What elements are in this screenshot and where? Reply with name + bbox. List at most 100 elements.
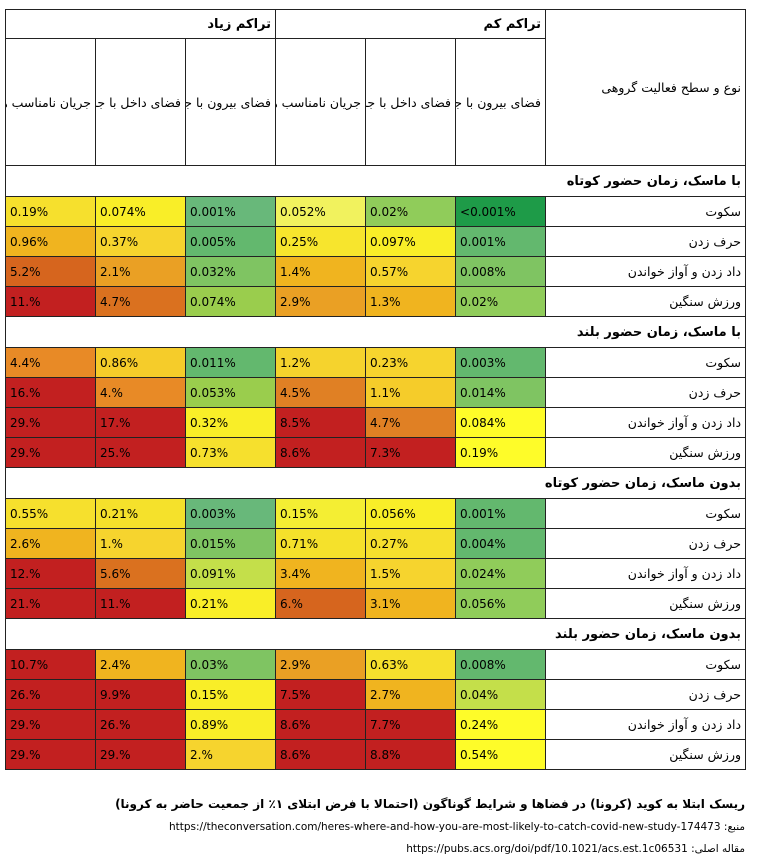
- risk-value-cell: 26.%: [4, 679, 97, 710]
- risk-value-cell: 29.%: [4, 437, 97, 468]
- activity-label: داد زدن و آواز خواندن: [545, 558, 747, 589]
- risk-value-cell: 10.7%: [4, 649, 97, 680]
- risk-value-cell: 7.7%: [365, 709, 457, 740]
- activity-label: داد زدن و آواز خواندن: [545, 407, 747, 438]
- table-row: سکوت 0.003% 0.23% 1.2% 0.011% 0.86% 4.4%: [4, 347, 747, 378]
- original-article-url[interactable]: https://pubs.acs.org/doi/pdf/10.1021/acs…: [406, 843, 688, 855]
- activity-label: داد زدن و آواز خواندن: [545, 709, 747, 740]
- risk-value-cell: 0.008%: [455, 649, 547, 680]
- risk-value-cell: 0.008%: [455, 256, 547, 287]
- risk-value-cell: 16.%: [4, 377, 97, 408]
- risk-value-cell: 0.056%: [455, 588, 547, 619]
- section-row: بدون ماسک، زمان حضور کوتاه: [4, 467, 747, 499]
- section-row: بدون ماسک، زمان حضور بلند: [4, 618, 747, 650]
- risk-value-cell: 8.5%: [275, 407, 367, 438]
- group-header-row: نوع و سطح فعالیت گروهی تراکم کم تراکم زی…: [4, 9, 747, 166]
- risk-value-cell: 17.%: [95, 407, 187, 438]
- risk-value-cell: 29.%: [4, 709, 97, 740]
- column-header-row: فضای بیرون با جریان مناسب هوا فضای داخل …: [4, 38, 746, 166]
- risk-value-cell: 0.02%: [365, 196, 457, 227]
- risk-value-cell: 8.6%: [275, 709, 367, 740]
- risk-value-cell: 0.001%: [185, 196, 277, 227]
- risk-value-cell: 1.4%: [275, 256, 367, 287]
- section-title: بدون ماسک، زمان حضور کوتاه: [4, 467, 747, 499]
- risk-value-cell: 29.%: [95, 739, 187, 770]
- source-line: https://theconversation.com/heres-where-…: [5, 821, 745, 833]
- section-row: با ماسک، زمان حضور کوتاه: [4, 165, 747, 197]
- risk-value-cell: 0.25%: [275, 226, 367, 257]
- risk-value-cell: 0.015%: [185, 528, 277, 559]
- activity-label: ورزش سنگین: [545, 588, 747, 619]
- activity-label: حرف زدن: [545, 377, 747, 408]
- risk-value-cell: 4.7%: [365, 407, 457, 438]
- table-row: ورزش سنگین 0.02% 1.3% 2.9% 0.074% 4.7% 11.%: [4, 286, 747, 317]
- risk-value-cell: 0.24%: [455, 709, 547, 740]
- risk-value-cell: 0.96%: [4, 226, 97, 257]
- risk-value-cell: 0.097%: [365, 226, 457, 257]
- risk-value-cell: 25.%: [95, 437, 187, 468]
- risk-value-cell: 0.074%: [95, 196, 187, 227]
- risk-value-cell: 0.003%: [455, 347, 547, 378]
- risk-value-cell: 0.04%: [455, 679, 547, 710]
- risk-value-cell: 0.15%: [275, 498, 367, 529]
- risk-value-cell: 2.9%: [275, 649, 367, 680]
- risk-value-cell: 2.4%: [95, 649, 187, 680]
- risk-value-cell: 2.%: [185, 739, 277, 770]
- activity-label: داد زدن و آواز خواندن: [545, 256, 747, 287]
- col-header-high-outdoor: فضای بیرون با جریان مناسب هوا: [185, 38, 277, 166]
- section-title: بدون ماسک، زمان حضور بلند: [4, 618, 747, 650]
- original-article-label: مقاله اصلی:: [691, 843, 745, 855]
- risk-value-cell: 0.024%: [455, 558, 547, 589]
- risk-value-cell: 3.1%: [365, 588, 457, 619]
- activity-label: سکوت: [545, 347, 747, 378]
- risk-value-cell: 0.21%: [185, 588, 277, 619]
- figure-caption: ریسک ابتلا به کوید (کرونا) در فضاها و شر…: [115, 797, 745, 811]
- risk-value-cell: 0.19%: [455, 437, 547, 468]
- table-row: ورزش سنگین 0.54% 8.8% 8.6% 2.% 29.% 29.%: [4, 739, 747, 770]
- col-header-high-indoor: فضای داخل با جریان مناسب هوا: [95, 38, 187, 166]
- activity-label: سکوت: [545, 196, 747, 227]
- risk-value-cell: 0.23%: [365, 347, 457, 378]
- risk-value-cell: 1.%: [95, 528, 187, 559]
- risk-value-cell: 4.5%: [275, 377, 367, 408]
- source-url[interactable]: https://theconversation.com/heres-where-…: [168, 821, 721, 833]
- table-row: داد زدن و آواز خواندن 0.24% 7.7% 8.6% 0.89% 2…: [4, 709, 747, 740]
- activity-label: حرف زدن: [545, 679, 747, 710]
- risk-value-cell: 0.86%: [95, 347, 187, 378]
- activity-label: ورزش سنگین: [545, 286, 747, 317]
- col-header-low-outdoor: فضای بیرون با جریان مناسب هوا: [455, 38, 547, 166]
- risk-value-cell: 4.%: [95, 377, 187, 408]
- risk-value-cell: 0.003%: [185, 498, 277, 529]
- section-title: با ماسک، زمان حضور بلند: [4, 316, 747, 348]
- table-row: ورزش سنگین 0.056% 3.1% 6.% 0.21% 11.% 21.%: [4, 588, 747, 619]
- activity-label: سکوت: [545, 498, 747, 529]
- activity-label: ورزش سنگین: [545, 739, 747, 770]
- risk-value-cell: 0.091%: [185, 558, 277, 589]
- risk-value-cell: 0.57%: [365, 256, 457, 287]
- risk-value-cell: 0.032%: [185, 256, 277, 287]
- risk-value-cell: 0.63%: [365, 649, 457, 680]
- risk-value-cell: 7.3%: [365, 437, 457, 468]
- risk-value-cell: 0.074%: [185, 286, 277, 317]
- risk-value-cell: 5.2%: [4, 256, 97, 287]
- risk-value-cell: 1.2%: [275, 347, 367, 378]
- risk-value-cell: 0.37%: [95, 226, 187, 257]
- risk-value-cell: 0.55%: [4, 498, 97, 529]
- table-row: حرف زدن 0.004% 0.27% 0.71% 0.015% 1.% 2.6%: [4, 528, 747, 559]
- risk-value-cell: 0.084%: [455, 407, 547, 438]
- covid-risk-table: نوع و سطح فعالیت گروهی تراکم کم تراکم زی…: [4, 9, 747, 770]
- col-header-high-poor-ventilation: جریان نامناسب هوا: [4, 38, 97, 166]
- risk-value-cell: 0.89%: [185, 709, 277, 740]
- table-row: سکوت 0.001% 0.056% 0.15% 0.003% 0.21% 0.55%: [4, 498, 747, 529]
- risk-value-cell: 0.27%: [365, 528, 457, 559]
- risk-value-cell: <0.001%: [455, 196, 547, 227]
- table-row: داد زدن و آواز خواندن 0.084% 4.7% 8.5% 0.32%…: [4, 407, 747, 438]
- activity-label: حرف زدن: [545, 226, 747, 257]
- risk-value-cell: 0.15%: [185, 679, 277, 710]
- risk-value-cell: 0.54%: [455, 739, 547, 770]
- risk-value-cell: 0.19%: [4, 196, 97, 227]
- section-title: با ماسک، زمان حضور کوتاه: [4, 165, 747, 197]
- activity-label: سکوت: [545, 649, 747, 680]
- risk-value-cell: 9.9%: [95, 679, 187, 710]
- table-row: داد زدن و آواز خواندن 0.024% 1.5% 3.4% 0.091…: [4, 558, 747, 589]
